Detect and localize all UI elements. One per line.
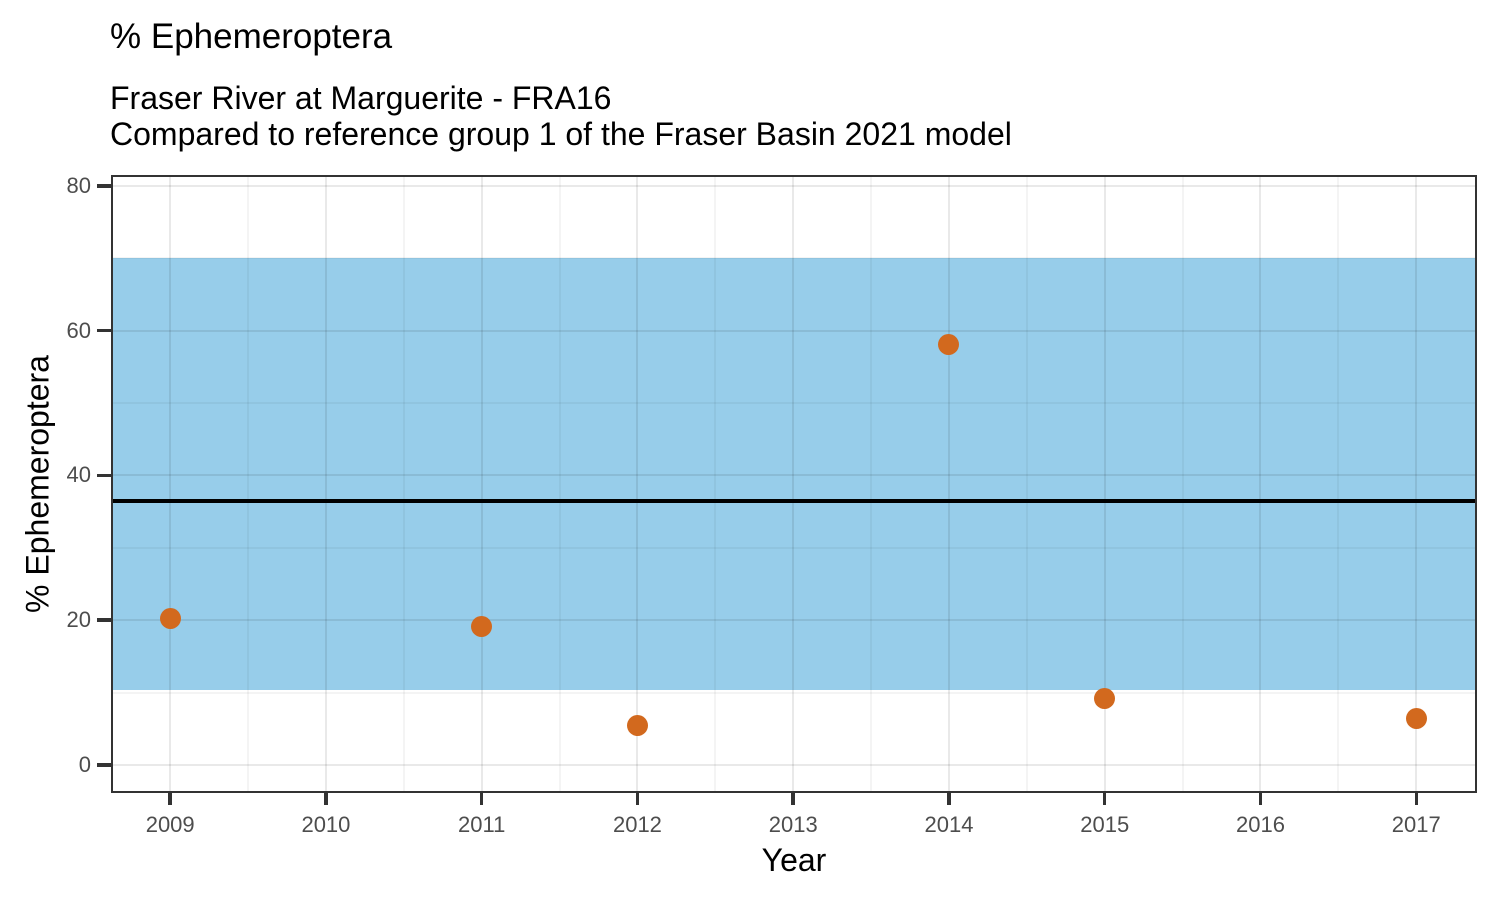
y-gridline-major	[111, 763, 1477, 766]
x-tick-mark	[1258, 793, 1263, 805]
chart-title: % Ephemeroptera	[110, 17, 393, 56]
x-tick-label: 2009	[145, 812, 195, 837]
y-tick-mark	[97, 763, 111, 767]
data-point	[938, 333, 960, 355]
x-gridline-major	[324, 175, 327, 793]
x-tick-label: 2013	[768, 812, 818, 837]
data-point	[1405, 708, 1427, 730]
y-gridline-major	[111, 185, 1477, 187]
x-tick-label: 2012	[612, 812, 662, 837]
data-point	[626, 714, 648, 736]
x-tick-mark	[947, 793, 951, 805]
x-tick-mark	[635, 793, 640, 805]
x-gridline-minor	[714, 175, 717, 793]
y-tick-label: 60	[66, 317, 91, 343]
x-tick-label: 2016	[1236, 812, 1285, 837]
x-tick-mark	[1102, 793, 1107, 805]
y-axis-title: % Ephemeroptera	[19, 355, 56, 613]
y-tick-mark	[97, 328, 111, 333]
y-gridline-major	[111, 474, 1477, 477]
reference-line	[111, 499, 1477, 503]
y-tick-label: 20	[66, 607, 91, 633]
x-gridline-major	[792, 175, 795, 793]
x-tick-mark	[791, 793, 795, 805]
y-tick-mark	[97, 618, 111, 622]
y-tick-mark	[97, 473, 111, 478]
x-gridline-major	[169, 175, 172, 793]
chart-subtitle-line2: Compared to reference group 1 of the Fra…	[110, 116, 1012, 152]
x-gridline-major	[947, 175, 950, 793]
x-gridline-major	[1259, 175, 1262, 793]
y-gridline-minor	[111, 691, 1477, 694]
x-tick-mark	[168, 793, 172, 805]
y-gridline-minor	[111, 402, 1477, 405]
y-tick-label: 40	[66, 462, 91, 488]
y-gridline-minor	[111, 546, 1477, 549]
x-tick-label: 2017	[1391, 812, 1441, 837]
data-point	[471, 615, 493, 637]
x-gridline-minor	[1181, 175, 1184, 793]
x-gridline-major	[636, 175, 639, 793]
x-gridline-minor	[402, 175, 405, 793]
x-gridline-major	[1415, 175, 1418, 793]
chart-subtitle: Fraser River at Marguerite - FRA16 Compa…	[110, 80, 1012, 152]
x-gridline-major	[1103, 175, 1106, 793]
plot-panel	[111, 175, 1477, 793]
x-tick-mark	[479, 793, 484, 805]
x-tick-label: 2014	[924, 812, 974, 837]
y-gridline-major	[111, 329, 1477, 332]
y-tick-label: 80	[66, 173, 91, 198]
x-gridline-minor	[1337, 175, 1340, 793]
y-tick-mark	[97, 184, 111, 188]
x-axis-title: Year	[761, 842, 827, 878]
x-gridline-minor	[1025, 175, 1028, 793]
x-tick-mark	[1414, 793, 1418, 805]
x-gridline-minor	[558, 175, 561, 793]
y-gridline-minor	[111, 257, 1477, 260]
x-tick-label: 2011	[458, 812, 506, 837]
x-gridline-minor	[247, 175, 250, 793]
x-tick-label: 2015	[1080, 812, 1130, 837]
data-point	[159, 607, 181, 629]
x-tick-label: 2010	[301, 812, 351, 837]
data-point	[1094, 687, 1116, 709]
chart-subtitle-line1: Fraser River at Marguerite - FRA16	[110, 80, 612, 116]
x-gridline-minor	[870, 175, 873, 793]
reference-band	[111, 258, 1477, 691]
x-gridline-major	[480, 175, 483, 793]
x-tick-mark	[324, 793, 328, 805]
y-tick-label: 0	[78, 751, 91, 777]
y-gridline-major	[111, 619, 1477, 622]
